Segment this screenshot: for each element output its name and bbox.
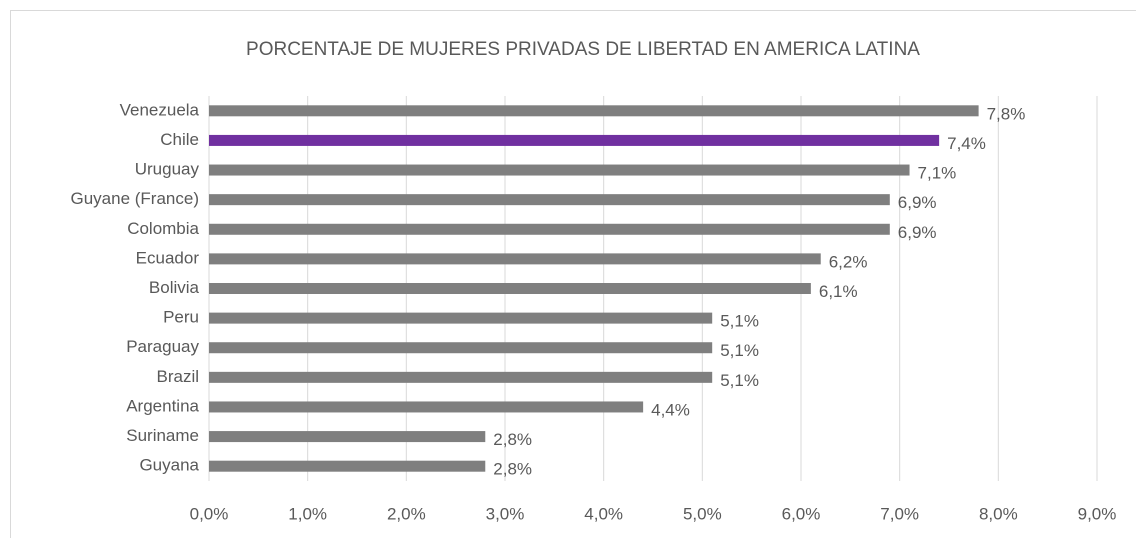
data-label: 7,1% — [918, 164, 957, 183]
bar — [209, 460, 486, 472]
chart-title: PORCENTAJE DE MUJERES PRIVADAS DE LIBERT… — [246, 39, 920, 60]
y-tick-label: Guyane (France) — [71, 189, 200, 208]
data-label: 2,8% — [493, 460, 532, 479]
y-tick-label: Chile — [160, 130, 199, 149]
data-label: 5,1% — [720, 341, 759, 360]
bar — [209, 134, 940, 146]
y-tick-label: Peru — [163, 308, 199, 327]
x-tick-label: 2,0% — [387, 504, 426, 523]
bar — [209, 431, 486, 443]
x-tick-label: 0,0% — [190, 504, 229, 523]
data-label: 7,4% — [947, 134, 986, 153]
bar — [209, 253, 821, 265]
y-tick-label: Colombia — [127, 219, 199, 238]
x-tick-label: 5,0% — [683, 504, 722, 523]
data-label: 6,9% — [898, 193, 937, 212]
bar — [209, 164, 910, 176]
y-tick-label: Venezuela — [120, 100, 200, 119]
x-tick-label: 4,0% — [584, 504, 623, 523]
data-label: 5,1% — [720, 371, 759, 390]
x-tick-label: 7,0% — [880, 504, 919, 523]
y-tick-label: Ecuador — [136, 248, 200, 267]
data-label: 7,8% — [987, 104, 1026, 123]
chart-frame — [10, 10, 1136, 538]
bar — [209, 223, 890, 235]
x-tick-label: 3,0% — [486, 504, 525, 523]
bar — [209, 194, 890, 206]
x-tick-label: 6,0% — [782, 504, 821, 523]
x-tick-label: 9,0% — [1078, 504, 1117, 523]
bar — [209, 342, 713, 354]
bar — [209, 105, 979, 117]
y-tick-label: Bolivia — [149, 278, 200, 297]
data-label: 6,1% — [819, 282, 858, 301]
y-tick-label: Argentina — [126, 396, 199, 415]
data-label: 6,9% — [898, 223, 937, 242]
x-tick-label: 1,0% — [288, 504, 327, 523]
bar — [209, 371, 713, 383]
data-label: 2,8% — [493, 430, 532, 449]
bar — [209, 401, 644, 413]
bar — [209, 283, 811, 294]
data-label: 4,4% — [651, 400, 690, 419]
y-tick-label: Suriname — [126, 426, 199, 445]
bar — [209, 312, 713, 324]
x-tick-label: 8,0% — [979, 504, 1018, 523]
y-tick-label: Brazil — [156, 367, 199, 386]
y-tick-label: Paraguay — [126, 337, 199, 356]
data-label: 6,2% — [829, 252, 868, 271]
y-tick-label: Uruguay — [135, 160, 200, 179]
y-tick-label: Guyana — [139, 456, 199, 475]
data-label: 5,1% — [720, 312, 759, 331]
